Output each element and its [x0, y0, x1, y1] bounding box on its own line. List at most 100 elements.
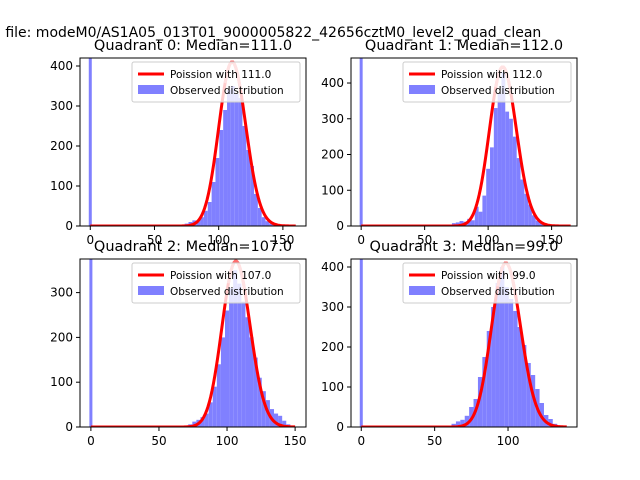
y-tick-label: 200	[321, 148, 344, 162]
hist-bar	[504, 287, 509, 427]
axes-frame	[79, 57, 307, 227]
x-tick-label: 50	[151, 434, 166, 448]
legend: Poission with 107.0 Observed distribution	[131, 262, 301, 304]
hist-bar	[491, 307, 496, 427]
axes-frame	[350, 258, 578, 428]
legend-label-poisson: Poission with 99.0	[441, 270, 536, 282]
hist-bar	[499, 267, 505, 427]
subplot-title: Quadrant 2: Median=107.0	[94, 239, 292, 255]
hist-bar	[253, 357, 258, 427]
hist-bar	[528, 204, 532, 226]
legend-label-observed: Observed distribution	[170, 85, 284, 97]
hist-bar	[249, 337, 254, 427]
y-tick-label: 400	[50, 59, 73, 73]
legend: Poission with 111.0 Observed distribution	[131, 61, 301, 103]
y-tick-label: 400	[321, 260, 344, 274]
legend-swatch-observed	[138, 85, 164, 94]
hist-bar	[477, 377, 483, 427]
y-tick-label: 300	[321, 300, 344, 314]
hist-bar	[227, 90, 231, 226]
y-tick-label: 400	[321, 76, 344, 90]
hist-bar	[261, 217, 266, 226]
legend-label-observed: Observed distribution	[441, 286, 555, 298]
hist-bar	[230, 86, 235, 226]
hist-bar	[478, 211, 483, 226]
hist-bar	[238, 98, 243, 226]
x-tick-label: 100	[477, 233, 500, 247]
hist-bar	[269, 223, 274, 226]
hist-bar	[470, 220, 475, 226]
plot-area-3	[359, 259, 567, 427]
hist-bar	[516, 158, 521, 226]
x-tick-label: 150	[271, 233, 294, 247]
hist-bar	[265, 221, 270, 226]
hist-bar	[524, 193, 529, 226]
hist-bar	[521, 345, 527, 427]
legend-box	[402, 262, 572, 304]
hist-bar	[257, 208, 262, 226]
hist-bar	[200, 217, 204, 226]
x-tick-label: 100	[207, 233, 230, 247]
axes-frame	[350, 57, 578, 227]
subplot-1: 0 50 100 150 0 100 200 300 400 Quadrant 1: Median…	[321, 38, 578, 247]
x-tick-label: 100	[497, 434, 520, 448]
y-tick-label: 100	[321, 183, 344, 197]
hist-bar	[517, 327, 522, 427]
hist-bar	[495, 283, 500, 427]
x-tick-label: 150	[540, 233, 563, 247]
y-tick-label: 200	[321, 340, 344, 354]
hist-bar-zero-spike	[359, 259, 363, 427]
x-tick-label: 150	[284, 434, 307, 448]
x-tick-label: 50	[417, 233, 432, 247]
x-tick-label: 0	[357, 434, 365, 448]
poisson-curve	[361, 65, 571, 226]
legend: Poission with 112.0 Observed distribution	[402, 61, 572, 103]
legend-swatch-observed	[138, 286, 164, 295]
hist-bar	[203, 210, 208, 226]
hist-bar	[261, 391, 266, 427]
hist-bar	[216, 364, 221, 427]
x-tick-label: 0	[86, 233, 94, 247]
hist-bar-zero-spike	[89, 259, 93, 427]
hist-bar	[497, 93, 502, 226]
hist-bar	[513, 311, 518, 427]
y-tick-label: 0	[336, 420, 344, 434]
hist-bar	[208, 402, 213, 427]
hist-bar	[482, 195, 487, 226]
hist-bar	[486, 168, 491, 226]
hist-bar	[520, 179, 525, 226]
hist-bar	[531, 215, 536, 226]
legend-label-poisson: Poission with 112.0	[441, 69, 542, 81]
plot-area-0	[88, 58, 296, 226]
hist-bar	[241, 301, 246, 427]
hist-bar	[220, 337, 225, 427]
hist-bar	[274, 413, 279, 427]
hist-bar	[212, 386, 217, 427]
hist-bar	[490, 147, 494, 226]
legend-box	[131, 262, 301, 304]
legend: Poission with 99.0 Observed distribution	[402, 262, 572, 304]
x-tick-label: 50	[427, 434, 442, 448]
x-tick-label: 50	[147, 233, 162, 247]
x-tick-label: 0	[87, 434, 95, 448]
poisson-curve	[361, 261, 567, 427]
hist-bar	[257, 377, 262, 427]
hist-bar	[246, 150, 251, 226]
hist-bar	[486, 331, 492, 427]
legend-box	[131, 61, 301, 103]
hist-bar	[282, 420, 287, 427]
hist-bar	[501, 72, 506, 226]
hist-bar	[215, 158, 220, 226]
hist-bar-zero-spike	[359, 58, 363, 226]
y-tick-label: 0	[65, 420, 73, 434]
plot-area-1	[359, 58, 571, 226]
hist-bar	[474, 206, 479, 226]
hist-bar	[526, 363, 531, 427]
hist-bar	[224, 310, 230, 427]
hist-bar	[250, 166, 254, 226]
axes-frame	[79, 258, 307, 428]
y-tick-label: 300	[50, 286, 73, 300]
hist-bar	[505, 111, 510, 226]
hist-bar	[464, 415, 470, 427]
